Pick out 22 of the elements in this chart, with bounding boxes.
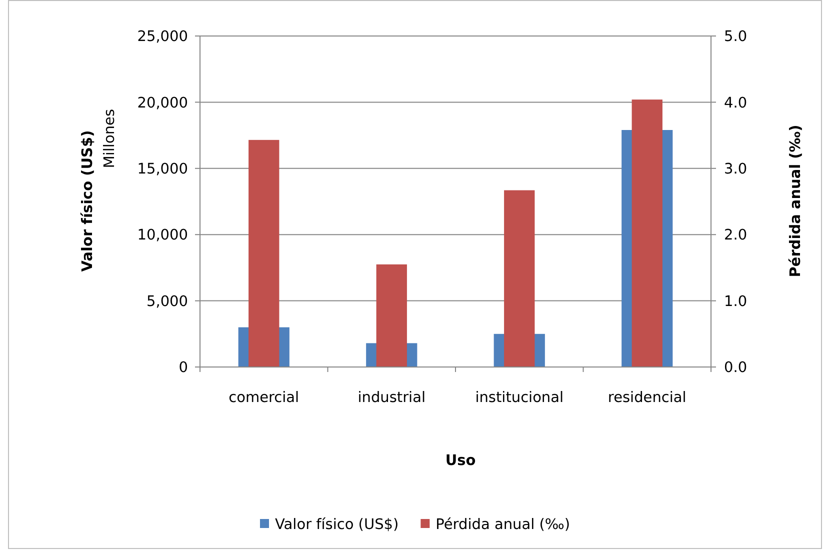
y2-tick-label: 4.0 [724, 95, 748, 112]
y2-tick-label: 3.0 [724, 161, 748, 178]
x-tick-label: comercial [228, 390, 300, 406]
legend-label: Pérdida anual (‰) [436, 517, 570, 534]
legend-label: Valor físico (US$) [274, 517, 399, 534]
y-axis-title: Valor físico (US$) [80, 130, 96, 272]
text: Millones [102, 109, 118, 168]
y2-tick-label: 2.0 [724, 228, 748, 244]
y-tick-label: 5,000 [146, 294, 188, 310]
x-tick-label: institucional [475, 390, 564, 406]
x-tick-label: residencial [608, 390, 686, 406]
y-tick-label: 25,000 [137, 29, 188, 46]
y2-tick-label: 1.0 [724, 294, 748, 310]
y2-tick-label: 5.0 [724, 29, 748, 46]
y2-tick-label: 0.0 [724, 360, 748, 376]
y-tick-label: 0 [178, 360, 188, 376]
x-tick-label: industrial [358, 390, 426, 406]
y2-axis-title: Pérdida anual (‰) [788, 124, 804, 278]
x-axis-title: Uso [445, 453, 476, 469]
y-tick-label: 20,000 [137, 95, 188, 112]
y-tick-label: 10,000 [137, 228, 188, 244]
y-tick-label: 15,000 [137, 161, 188, 178]
